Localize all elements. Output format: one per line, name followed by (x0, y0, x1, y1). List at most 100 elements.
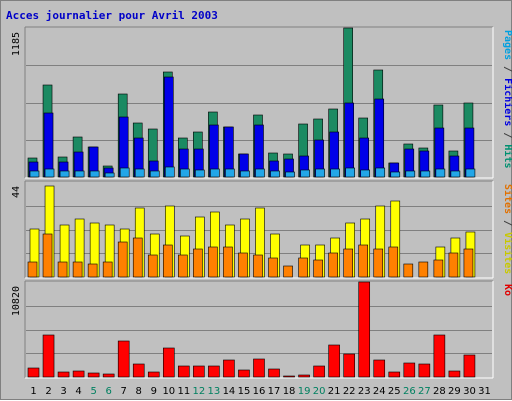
bar-ko-21-rect (328, 344, 340, 378)
bar-sites-25 (388, 246, 399, 278)
bar-pages-7-rect (119, 167, 130, 178)
bar-sites-24-rect (373, 248, 384, 278)
bar-pages-21 (330, 168, 340, 178)
bar-ko-15 (238, 369, 250, 378)
bar-pages-13 (210, 168, 220, 178)
panel-mid-legend-item-1: / (502, 214, 512, 232)
bar-pages-12-rect (195, 169, 205, 178)
bar-ko-18 (283, 375, 295, 378)
bar-pages-8 (134, 168, 145, 178)
bar-sites-19 (298, 257, 308, 278)
bar-pages-11 (180, 168, 190, 178)
bar-fichiers-2-rect (43, 112, 54, 178)
x-tick-label-26: 26 (403, 386, 416, 397)
panel-mid-legend-item-0: Sites (502, 184, 512, 214)
bar-pages-27-rect (420, 170, 431, 178)
bar-ko-26-rect (403, 362, 416, 378)
bar-sites-15-rect (238, 252, 248, 278)
bar-ko-18-rect (283, 375, 295, 378)
bar-pages-29-rect (450, 170, 461, 178)
bar-pages-17 (270, 170, 280, 178)
x-tick-label-24: 24 (373, 386, 386, 397)
bar-sites-24 (373, 248, 384, 278)
x-tick-label-29: 29 (448, 386, 461, 397)
bar-ko-2-rect (42, 334, 55, 378)
x-tick-label-11: 11 (177, 386, 190, 397)
x-tick-label-12: 12 (193, 386, 206, 397)
panel-mid-legend-item-2: Visites (502, 232, 512, 274)
x-tick-label-10: 10 (162, 386, 175, 397)
bar-sites-29 (448, 252, 459, 278)
bar-pages-23 (360, 169, 371, 178)
bar-ko-3 (57, 371, 70, 378)
bar-ko-9-rect (147, 371, 160, 378)
bar-sites-10 (162, 244, 173, 278)
bar-ko-12-rect (193, 365, 205, 378)
bar-ko-6-rect (102, 373, 115, 378)
bar-ko-9 (147, 371, 160, 378)
panel-top-bevel (24, 26, 494, 179)
bar-pages-3-rect (59, 170, 70, 178)
bar-fichiers-10-rect (163, 76, 174, 178)
bar-pages-22-rect (345, 167, 355, 178)
bar-fichiers-24 (374, 98, 385, 178)
bar-sites-25-rect (388, 246, 399, 278)
x-tick-label-18: 18 (283, 386, 296, 397)
bar-sites-18-rect (283, 265, 293, 278)
bar-ko-30-rect (463, 354, 476, 378)
bar-ko-13-rect (208, 365, 220, 378)
bar-pages-19 (300, 169, 310, 178)
bar-sites-30-rect (463, 248, 474, 278)
bar-sites-4-rect (72, 261, 83, 278)
x-tick-label-14: 14 (223, 386, 236, 397)
bar-ko-24 (373, 359, 386, 378)
bar-pages-6 (104, 172, 115, 178)
bar-pages-1-rect (29, 170, 40, 178)
x-tick-label-28: 28 (433, 386, 446, 397)
bar-sites-5 (87, 263, 98, 278)
bar-pages-29 (450, 170, 461, 178)
bar-ko-13 (208, 365, 220, 378)
x-tick-label-21: 21 (328, 386, 341, 397)
bar-sites-21 (328, 252, 338, 278)
x-tick-label-17: 17 (268, 386, 281, 397)
bar-sites-26-rect (403, 263, 414, 278)
bar-pages-27 (420, 170, 431, 178)
bar-pages-11-rect (180, 168, 190, 178)
bar-ko-1-rect (27, 367, 40, 378)
bar-ko-19 (298, 374, 310, 378)
bar-pages-10 (164, 166, 175, 178)
bar-sites-27 (418, 261, 429, 278)
bar-pages-10-rect (164, 166, 175, 178)
bar-ko-23 (358, 281, 371, 378)
bar-pages-15 (240, 170, 250, 178)
bar-ko-14-rect (223, 359, 235, 378)
bar-ko-15-rect (238, 369, 250, 378)
bar-ko-17-rect (268, 368, 280, 378)
bar-ko-12 (193, 365, 205, 378)
bar-fichiers-2 (43, 112, 54, 178)
bar-pages-2 (44, 168, 55, 178)
bar-pages-14-rect (225, 168, 235, 178)
panel-top-legend-item-2: Fichiers (502, 78, 512, 126)
x-tick-label-16: 16 (253, 386, 266, 397)
bar-sites-18 (283, 265, 293, 278)
panel-top-legend-item-0: Pages (502, 30, 512, 60)
bar-ko-11 (178, 365, 190, 378)
bar-sites-13 (208, 246, 218, 278)
x-tick-label-20: 20 (313, 386, 326, 397)
bar-sites-16-rect (253, 254, 263, 278)
bar-sites-22 (343, 248, 353, 278)
bar-pages-18-rect (285, 171, 295, 178)
bar-ko-11-rect (178, 365, 190, 378)
x-tick-label-19: 19 (298, 386, 311, 397)
x-tick-label-15: 15 (238, 386, 251, 397)
bar-sites-23 (358, 244, 369, 278)
bar-pages-12 (195, 169, 205, 178)
bar-pages-13-rect (210, 168, 220, 178)
bar-pages-30 (465, 168, 476, 178)
bar-sites-3-rect (57, 261, 68, 278)
x-tick-label-1: 1 (30, 386, 36, 397)
bar-ko-1 (27, 367, 40, 378)
